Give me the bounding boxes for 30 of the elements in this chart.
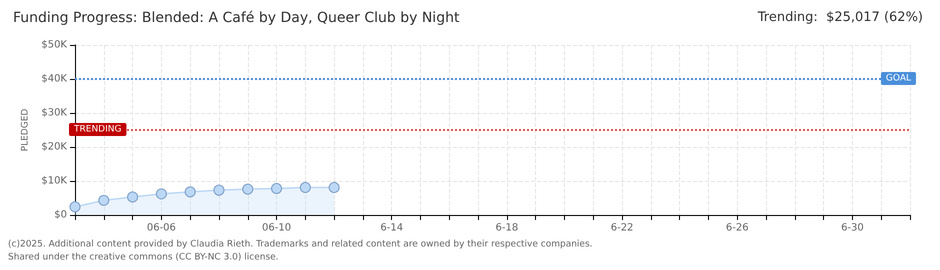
y-tick-label: $10K: [41, 176, 68, 186]
x-tick-label: 6-26: [726, 222, 749, 234]
chart-title: Funding Progress: Blended: A Café by Day, Queer Club by Night: [13, 10, 460, 26]
point: [70, 201, 80, 212]
x-tick-label: 6-14: [380, 222, 404, 234]
point: [98, 194, 110, 206]
y-tick-label: $20K: [41, 142, 68, 152]
x-tick-label: 6-22: [610, 222, 634, 234]
y-tick-label: $50K: [41, 40, 68, 50]
chart-subtitle: Trending: $25,017 (62%): [756, 10, 924, 25]
y-tick-label: $30K: [41, 108, 68, 118]
ref-line-label: GOAL: [886, 74, 911, 84]
x-tick-label: 6-30: [841, 222, 864, 234]
point: [184, 186, 196, 198]
y-axis-title: PLEDGED: [20, 108, 30, 152]
text: (c)2025. Additional content provided by Claudia Rieth. Trademarks and related content are owned by their respective companies.: [8, 240, 593, 250]
point: [328, 182, 340, 193]
point: [271, 182, 282, 194]
point: [213, 184, 224, 196]
y-tick-label: $40K: [41, 74, 68, 84]
ref-line-label: TRENDING: [73, 124, 122, 134]
point: [300, 182, 311, 193]
y-tick-label: $0: [54, 210, 67, 220]
point: [156, 188, 167, 200]
text: Shared under the creative commons (CC BY-NC 3.0) license.: [8, 252, 279, 262]
x-tick-label: 06-10: [262, 222, 292, 234]
point: [127, 191, 138, 202]
x-tick-label: 06-06: [146, 222, 176, 234]
point: [242, 184, 254, 195]
x-tick-label: 6-18: [496, 222, 518, 234]
